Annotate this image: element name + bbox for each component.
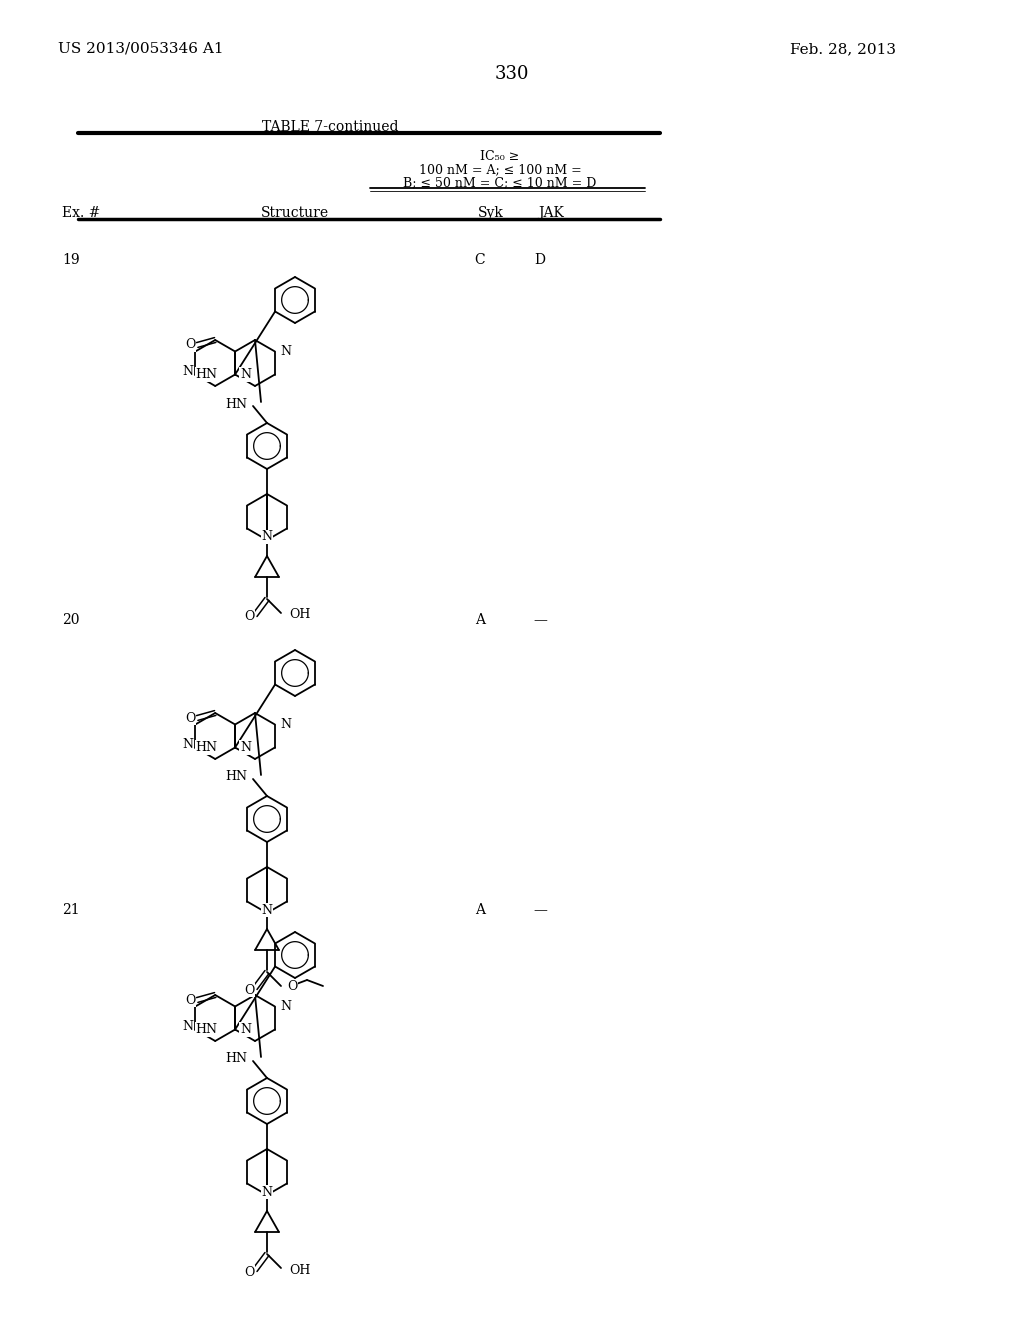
Text: —: — xyxy=(534,903,547,917)
Text: N: N xyxy=(182,738,194,751)
Text: Ex. #: Ex. # xyxy=(62,206,100,220)
Text: 20: 20 xyxy=(62,612,80,627)
Text: HN: HN xyxy=(225,771,247,784)
Text: N: N xyxy=(240,741,251,754)
Text: HN: HN xyxy=(196,368,217,381)
Text: OH: OH xyxy=(289,609,310,622)
Text: Structure: Structure xyxy=(261,206,329,220)
Text: O: O xyxy=(185,711,196,725)
Text: N: N xyxy=(280,718,291,731)
Text: 100 nM = A; ≤ 100 nM =: 100 nM = A; ≤ 100 nM = xyxy=(419,162,582,176)
Text: C: C xyxy=(475,253,485,267)
Text: —: — xyxy=(534,612,547,627)
Text: HN: HN xyxy=(225,1052,247,1065)
Text: O: O xyxy=(185,338,196,351)
Text: US 2013/0053346 A1: US 2013/0053346 A1 xyxy=(58,42,223,55)
Text: 19: 19 xyxy=(62,253,80,267)
Text: A: A xyxy=(475,612,485,627)
Text: JAK: JAK xyxy=(538,206,564,220)
Text: Feb. 28, 2013: Feb. 28, 2013 xyxy=(790,42,896,55)
Text: N: N xyxy=(182,366,194,378)
Text: N: N xyxy=(261,1185,272,1199)
Text: N: N xyxy=(280,345,291,358)
Text: 21: 21 xyxy=(62,903,80,917)
Text: A: A xyxy=(475,903,485,917)
Text: N: N xyxy=(182,1020,194,1034)
Text: O: O xyxy=(287,979,297,993)
Text: 330: 330 xyxy=(495,65,529,83)
Text: O: O xyxy=(244,1266,254,1279)
Text: IC₅₀ ≥: IC₅₀ ≥ xyxy=(480,150,519,162)
Text: N: N xyxy=(261,903,272,916)
Text: B; ≤ 50 nM = C; ≤ 10 nM = D: B; ≤ 50 nM = C; ≤ 10 nM = D xyxy=(403,176,597,189)
Text: D: D xyxy=(535,253,546,267)
Text: N: N xyxy=(280,1001,291,1012)
Text: N: N xyxy=(240,1023,251,1036)
Text: N: N xyxy=(261,531,272,544)
Text: O: O xyxy=(244,983,254,997)
Text: TABLE 7-continued: TABLE 7-continued xyxy=(262,120,398,135)
Text: N: N xyxy=(240,368,251,381)
Text: Syk: Syk xyxy=(478,206,504,220)
Text: O: O xyxy=(244,610,254,623)
Text: HN: HN xyxy=(196,741,217,754)
Text: OH: OH xyxy=(289,1263,310,1276)
Text: HN: HN xyxy=(225,397,247,411)
Text: HN: HN xyxy=(196,1023,217,1036)
Text: O: O xyxy=(185,994,196,1006)
